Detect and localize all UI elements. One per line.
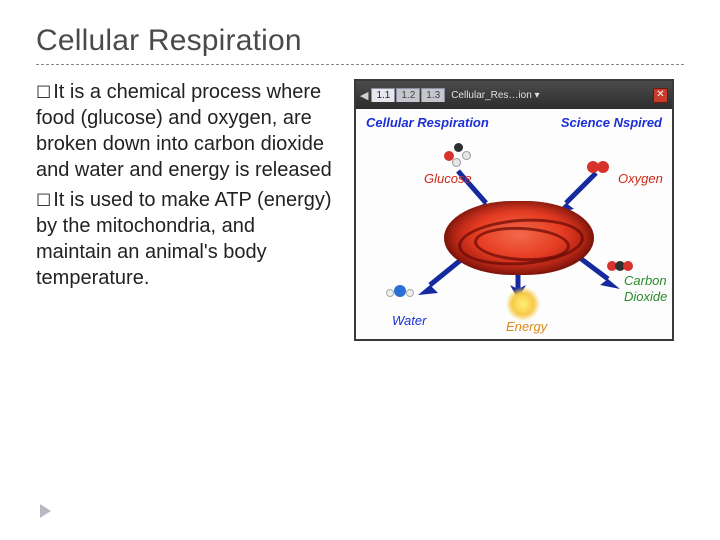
figure-header-right: Science Nspired xyxy=(561,115,662,130)
simulator-top-bar: ◀ 1.1 1.2 1.3 Cellular_Res…ion ▾ ✕ xyxy=(356,81,672,109)
label-oxygen: Oxygen xyxy=(618,171,663,186)
water-icon xyxy=(386,285,414,300)
figure-column: ◀ 1.1 1.2 1.3 Cellular_Res…ion ▾ ✕ Cellu… xyxy=(354,79,684,341)
figure-header-left: Cellular Respiration xyxy=(366,115,489,130)
oxygen-icon xyxy=(588,161,608,176)
figure-frame: ◀ 1.1 1.2 1.3 Cellular_Res…ion ▾ ✕ Cellu… xyxy=(354,79,674,341)
bullet-1-text: It is a chemical process where food (glu… xyxy=(36,81,332,181)
label-energy: Energy xyxy=(506,319,547,334)
content-row: ☐It is a chemical process where food (gl… xyxy=(36,79,684,341)
label-water: Water xyxy=(392,313,426,328)
title-container: Cellular Respiration xyxy=(36,24,684,65)
label-glucose: Glucose xyxy=(424,171,472,186)
label-dioxide: Dioxide xyxy=(624,289,667,304)
mitochondrion-icon xyxy=(444,201,594,275)
bullet-2-text: It is used to make ATP (energy) by the m… xyxy=(36,189,332,289)
bullet-2: ☐It is used to make ATP (energy) by the … xyxy=(36,187,336,291)
slide-title: Cellular Respiration xyxy=(36,24,684,58)
doc-title: Cellular_Res…ion ▾ xyxy=(447,90,651,101)
glucose-icon xyxy=(444,143,476,169)
figure-body: Cellular Respiration Science Nspired xyxy=(356,109,672,339)
bullet-icon: ☐ xyxy=(36,83,51,102)
tab-1[interactable]: 1.1 xyxy=(371,88,395,102)
close-icon[interactable]: ✕ xyxy=(653,88,668,103)
slide-marker-icon xyxy=(40,504,51,518)
bullet-icon: ☐ xyxy=(36,191,51,210)
tab-2[interactable]: 1.2 xyxy=(396,88,420,102)
energy-icon xyxy=(506,287,540,321)
label-carbon: Carbon xyxy=(624,273,667,288)
text-column: ☐It is a chemical process where food (gl… xyxy=(36,79,336,341)
nav-back-icon[interactable]: ◀ xyxy=(360,89,368,102)
slide: Cellular Respiration ☐It is a chemical p… xyxy=(0,0,720,540)
tab-3[interactable]: 1.3 xyxy=(421,88,445,102)
nav-tabs: ◀ 1.1 1.2 1.3 xyxy=(360,88,445,102)
bullet-1: ☐It is a chemical process where food (gl… xyxy=(36,79,336,183)
